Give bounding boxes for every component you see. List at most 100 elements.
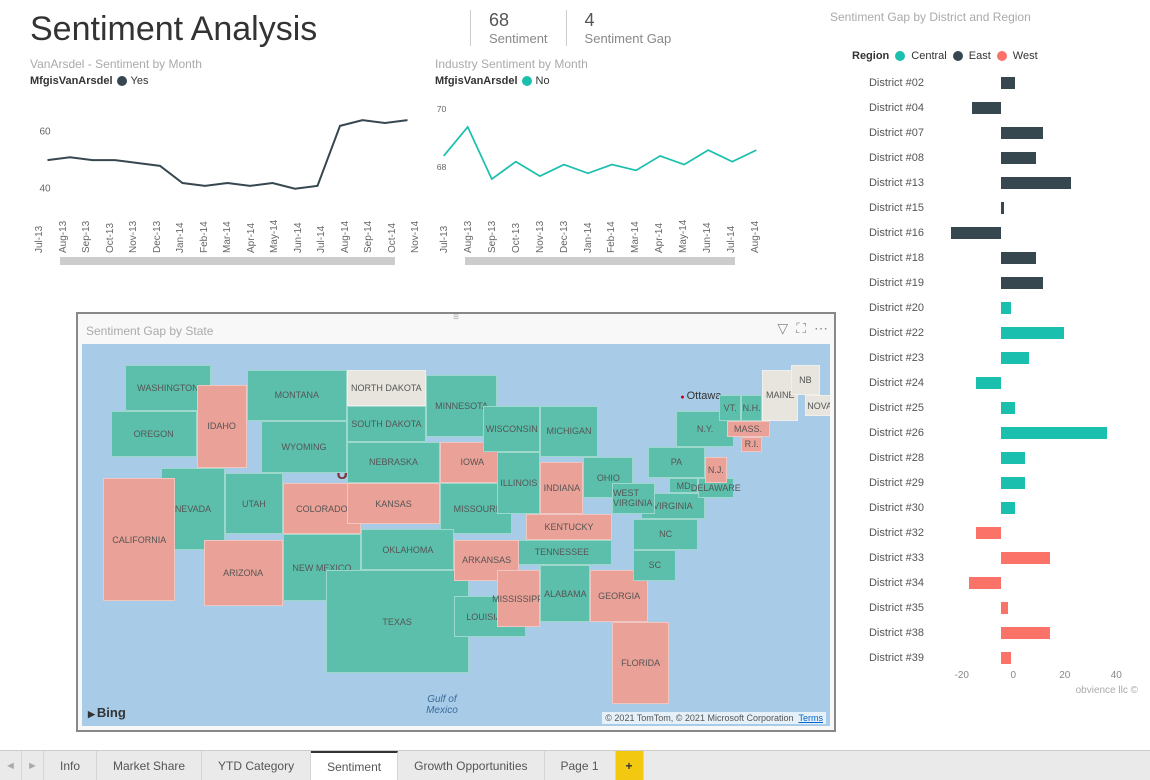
bar-label: District #32 xyxy=(852,527,930,539)
state-idaho[interactable]: IDAHO xyxy=(197,385,247,467)
legend-name: MfgisVanArsdel xyxy=(30,75,113,87)
state-wyoming[interactable]: WYOMING xyxy=(261,421,347,472)
line-chart-vanarsdel[interactable]: VanArsdel - Sentiment by Month MfgisVanA… xyxy=(30,57,425,265)
bar-row[interactable]: District #35 xyxy=(852,595,1142,620)
state-pa[interactable]: PA xyxy=(648,447,705,478)
bar-row[interactable]: District #34 xyxy=(852,570,1142,595)
state-wisconsin[interactable]: WISCONSIN xyxy=(483,406,540,452)
bar-segment xyxy=(1001,77,1015,89)
state-nebraska[interactable]: NEBRASKA xyxy=(347,442,440,483)
bar-axis: -2002040 xyxy=(852,670,1142,681)
state-west-virginia[interactable]: WEST VIRGINIA xyxy=(612,483,655,514)
state-california[interactable]: CALIFORNIA xyxy=(103,478,175,602)
tab-prev-icon[interactable]: ◄ xyxy=(0,751,22,780)
state-sc[interactable]: SC xyxy=(633,550,676,581)
bar-row[interactable]: District #18 xyxy=(852,245,1142,270)
x-axis-labels: Jul-13Aug-13Sep-13Oct-13Nov-13Dec-13Jan-… xyxy=(435,213,765,253)
bar-row[interactable]: District #08 xyxy=(852,145,1142,170)
bar-row[interactable]: District #15 xyxy=(852,195,1142,220)
chart-scrollbar[interactable] xyxy=(60,257,395,265)
bar-row[interactable]: District #07 xyxy=(852,120,1142,145)
state-tennessee[interactable]: TENNESSEE xyxy=(512,540,612,566)
terms-link[interactable]: Terms xyxy=(799,713,824,723)
tab-growth-opportunities[interactable]: Growth Opportunities xyxy=(398,751,544,780)
bar-label: District #07 xyxy=(852,127,930,139)
barchart-district[interactable]: Region Central East West District #02Dis… xyxy=(852,50,1142,696)
tab-market-share[interactable]: Market Share xyxy=(97,751,202,780)
bar-row[interactable]: District #04 xyxy=(852,95,1142,120)
bar-rows: District #02 District #04 District #07 Dist… xyxy=(852,70,1142,670)
legend-west: West xyxy=(1013,50,1038,62)
tab-info[interactable]: Info xyxy=(44,751,97,780)
bar-row[interactable]: District #38 xyxy=(852,620,1142,645)
line-chart-industry[interactable]: Industry Sentiment by Month MfgisVanArsd… xyxy=(435,57,765,265)
barchart-title: Sentiment Gap by District and Region xyxy=(830,10,1120,24)
focus-mode-icon[interactable]: ⛶ xyxy=(796,320,806,337)
tab-next-icon[interactable]: ► xyxy=(22,751,44,780)
state-florida[interactable]: FLORIDA xyxy=(612,622,669,704)
bar-segment xyxy=(1001,252,1036,264)
tab-page-1[interactable]: Page 1 xyxy=(545,751,616,780)
state-kansas[interactable]: KANSAS xyxy=(347,483,440,524)
map-title: Sentiment Gap by State xyxy=(78,320,834,342)
state-n-h-[interactable]: N.H. xyxy=(741,395,762,421)
state-illinois[interactable]: ILLINOIS xyxy=(497,452,540,514)
city-ottawa: Ottawa xyxy=(680,390,721,402)
tab-sentiment[interactable]: Sentiment xyxy=(311,751,398,780)
bar-row[interactable]: District #28 xyxy=(852,445,1142,470)
bar-row[interactable]: District #19 xyxy=(852,270,1142,295)
bar-row[interactable]: District #29 xyxy=(852,470,1142,495)
map-visual[interactable]: ▽ ⛶ ⋯ Sentiment Gap by State UNITED STAT… xyxy=(76,312,836,732)
state-nb[interactable]: NB xyxy=(791,365,820,396)
state-michigan[interactable]: MICHIGAN xyxy=(540,406,597,457)
state-oregon[interactable]: OREGON xyxy=(111,411,197,457)
state-mississippi[interactable]: MISSISSIPPI xyxy=(497,570,540,627)
svg-text:40: 40 xyxy=(40,184,52,195)
bar-row[interactable]: District #26 xyxy=(852,420,1142,445)
state-n-j-[interactable]: N.J. xyxy=(705,457,726,483)
bar-row[interactable]: District #23 xyxy=(852,345,1142,370)
tab-ytd-category[interactable]: YTD Category xyxy=(202,751,311,780)
state-alabama[interactable]: ALABAMA xyxy=(540,565,590,622)
more-options-icon[interactable]: ⋯ xyxy=(814,320,828,337)
bar-segment xyxy=(951,227,1000,239)
bar-row[interactable]: District #22 xyxy=(852,320,1142,345)
legend-east: East xyxy=(969,50,991,62)
state-kentucky[interactable]: KENTUCKY xyxy=(526,514,612,540)
bar-row[interactable]: District #16 xyxy=(852,220,1142,245)
state-nova[interactable]: NOVA xyxy=(805,395,830,416)
state-vt-[interactable]: VT. xyxy=(719,395,740,421)
bar-row[interactable]: District #02 xyxy=(852,70,1142,95)
state-montana[interactable]: MONTANA xyxy=(247,370,347,421)
bar-label: District #33 xyxy=(852,552,930,564)
bar-segment xyxy=(1001,627,1050,639)
state-indiana[interactable]: INDIANA xyxy=(540,462,583,513)
kpi-sentiment-value: 68 xyxy=(489,10,548,31)
state-mass-[interactable]: MASS. xyxy=(727,421,770,436)
bar-row[interactable]: District #33 xyxy=(852,545,1142,570)
bar-row[interactable]: District #24 xyxy=(852,370,1142,395)
bar-row[interactable]: District #13 xyxy=(852,170,1142,195)
bar-segment xyxy=(972,102,1000,114)
bar-row[interactable]: District #39 xyxy=(852,645,1142,670)
state-south-dakota[interactable]: SOUTH DAKOTA xyxy=(347,406,426,442)
state-utah[interactable]: UTAH xyxy=(225,473,282,535)
bar-label: District #23 xyxy=(852,352,930,364)
add-page-button[interactable]: + xyxy=(616,751,644,780)
bar-segment xyxy=(1001,177,1072,189)
state-texas[interactable]: TEXAS xyxy=(326,570,469,673)
bar-label: District #02 xyxy=(852,77,930,89)
state-arizona[interactable]: ARIZONA xyxy=(204,540,283,607)
filter-icon[interactable]: ▽ xyxy=(777,320,788,337)
state-nc[interactable]: NC xyxy=(633,519,697,550)
map-body[interactable]: UNITED STATES Ottawa Gulf ofMexico Bing … xyxy=(82,344,830,726)
bar-row[interactable]: District #30 xyxy=(852,495,1142,520)
chart-scrollbar[interactable] xyxy=(465,257,735,265)
bar-row[interactable]: District #20 xyxy=(852,295,1142,320)
bar-row[interactable]: District #25 xyxy=(852,395,1142,420)
state-north-dakota[interactable]: NORTH DAKOTA xyxy=(347,370,426,406)
state-r-i-[interactable]: R.I. xyxy=(741,437,762,452)
bar-row[interactable]: District #32 xyxy=(852,520,1142,545)
bar-segment xyxy=(1001,477,1026,489)
state-oklahoma[interactable]: OKLAHOMA xyxy=(361,529,454,570)
